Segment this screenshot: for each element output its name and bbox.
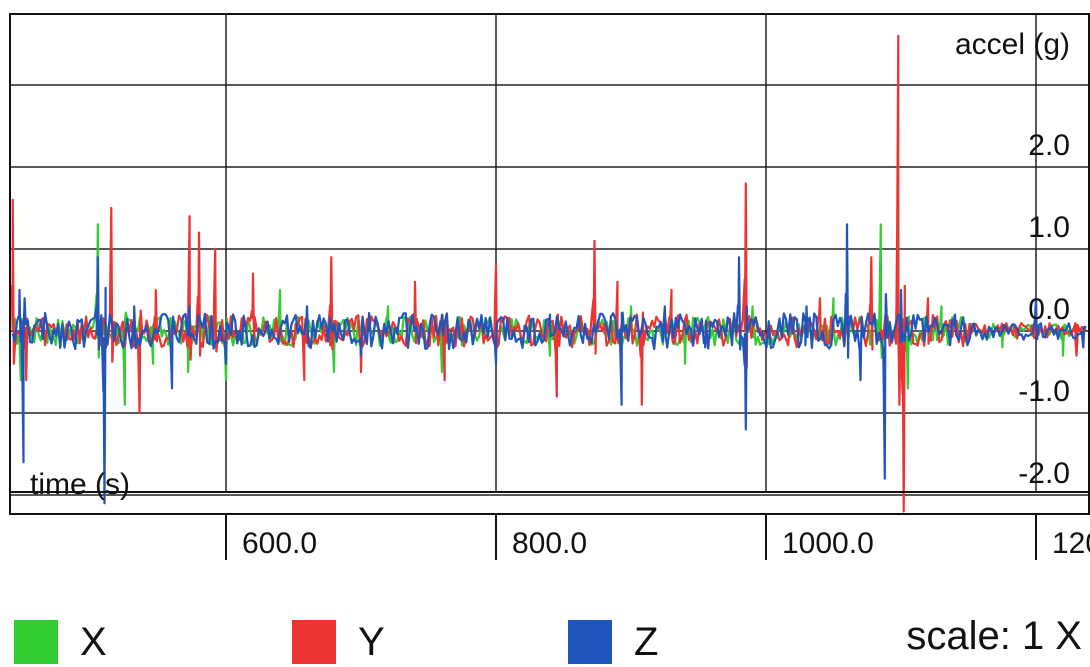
x-axis-title: time (s) bbox=[30, 468, 130, 501]
plot-frame bbox=[9, 13, 1090, 515]
y-tick-label: -2.0 bbox=[1018, 457, 1070, 490]
scale-indicator: scale: 1 X bbox=[906, 614, 1082, 658]
x-tick-label: 1000.0 bbox=[782, 527, 874, 560]
legend-item-x: X bbox=[14, 618, 107, 666]
x-tick-label: 800.0 bbox=[512, 527, 587, 560]
x-tick-label: 1200.0 bbox=[1052, 527, 1090, 560]
series-layer bbox=[10, 34, 1087, 513]
y-tick-label: 1.0 bbox=[1028, 211, 1070, 244]
legend-label-x: X bbox=[80, 619, 107, 664]
series-y-line bbox=[10, 34, 1087, 513]
y-tick-label: 0.0 bbox=[1028, 293, 1070, 326]
legend-swatch-x bbox=[14, 620, 58, 664]
legend-item-y: Y bbox=[292, 618, 385, 666]
series-z-line bbox=[11, 223, 1087, 505]
legend-label-y: Y bbox=[358, 619, 385, 664]
y-tick-label: 2.0 bbox=[1028, 129, 1070, 162]
y-tick-label: -1.0 bbox=[1018, 375, 1070, 408]
axes bbox=[9, 13, 1090, 515]
grid-lines bbox=[10, 14, 1090, 496]
y-tick-labels: 2.0 1.0 0.0 -1.0 -2.0 bbox=[1018, 129, 1070, 490]
x-tick-label: 600.0 bbox=[242, 527, 317, 560]
legend-item-z: Z bbox=[568, 618, 658, 666]
series-x-line bbox=[12, 198, 1087, 406]
legend-swatch-z bbox=[568, 620, 612, 664]
y-axis-title: accel (g) bbox=[955, 28, 1070, 61]
legend-label-z: Z bbox=[634, 619, 659, 664]
legend-swatch-y bbox=[292, 620, 336, 664]
x-tick-labels: 600.0 800.0 1000.0 1200.0 bbox=[225, 514, 1090, 560]
